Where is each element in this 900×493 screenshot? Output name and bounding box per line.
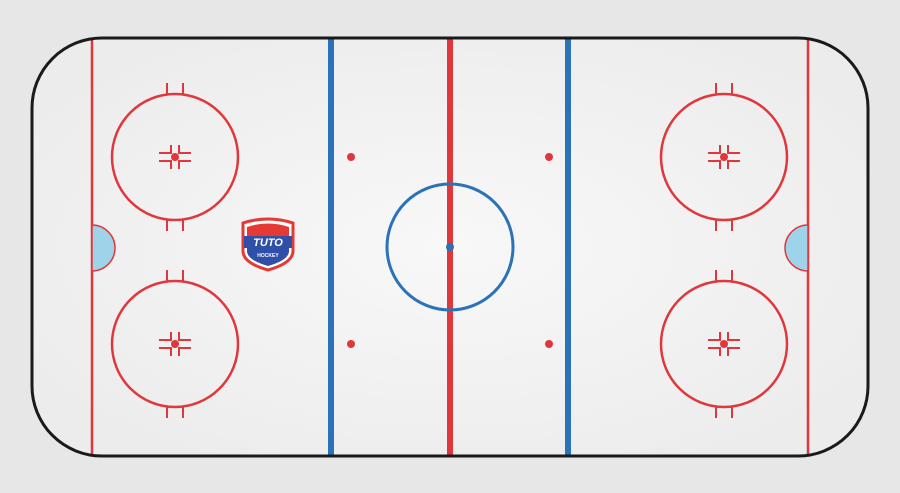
faceoff-spot-top-right [720, 153, 728, 161]
faceoff-ring-bottom-left [110, 279, 240, 409]
faceoff-l-marker [727, 160, 740, 169]
end-zone-faceoff-circles [110, 83, 789, 418]
faceoff-l-marker [178, 332, 191, 341]
neutral-dot-top-right [545, 153, 553, 161]
faceoff-l-marker [708, 145, 721, 154]
faceoff-circle-top-left [110, 83, 240, 231]
faceoff-l-marker [178, 145, 191, 154]
faceoff-l-marker [159, 347, 172, 356]
faceoff-circle-bottom-right [659, 270, 789, 418]
goal-crease-left [91, 224, 116, 272]
goal-crease-right [784, 224, 809, 272]
faceoff-circle-top-right [659, 83, 789, 231]
faceoff-l-marker [727, 145, 740, 154]
faceoff-spot-bottom-right [720, 340, 728, 348]
logo-shield-top [247, 223, 289, 237]
neutral-dot-top-left [347, 153, 355, 161]
logo-name-band [244, 236, 292, 248]
faceoff-l-marker [159, 332, 172, 341]
center-faceoff-spot [446, 243, 454, 251]
faceoff-l-marker [178, 160, 191, 169]
faceoff-ring-top-right [659, 92, 789, 222]
faceoff-l-marker [727, 347, 740, 356]
neutral-dot-bottom-right [545, 340, 553, 348]
neutral-dot-bottom-left [347, 340, 355, 348]
logo-name: TUTO [253, 237, 283, 249]
center-faceoff-circle [385, 182, 515, 312]
faceoff-l-marker [727, 332, 740, 341]
faceoff-circle-bottom-left [110, 270, 240, 418]
logo-shield-bottom [247, 247, 289, 266]
faceoff-l-marker [708, 347, 721, 356]
faceoff-ring-bottom-right [659, 279, 789, 409]
faceoff-l-marker [708, 332, 721, 341]
faceoff-spot-top-left [171, 153, 179, 161]
faceoff-l-marker [159, 145, 172, 154]
rink-boards [30, 36, 870, 458]
faceoff-ring-top-left [110, 92, 240, 222]
tuto-hockey-logo: TUTO HOCKEY [241, 217, 295, 272]
faceoff-spot-bottom-left [171, 340, 179, 348]
faceoff-l-marker [159, 160, 172, 169]
faceoff-l-marker [708, 160, 721, 169]
logo-subtitle: HOCKEY [257, 253, 279, 259]
faceoff-l-marker [178, 347, 191, 356]
